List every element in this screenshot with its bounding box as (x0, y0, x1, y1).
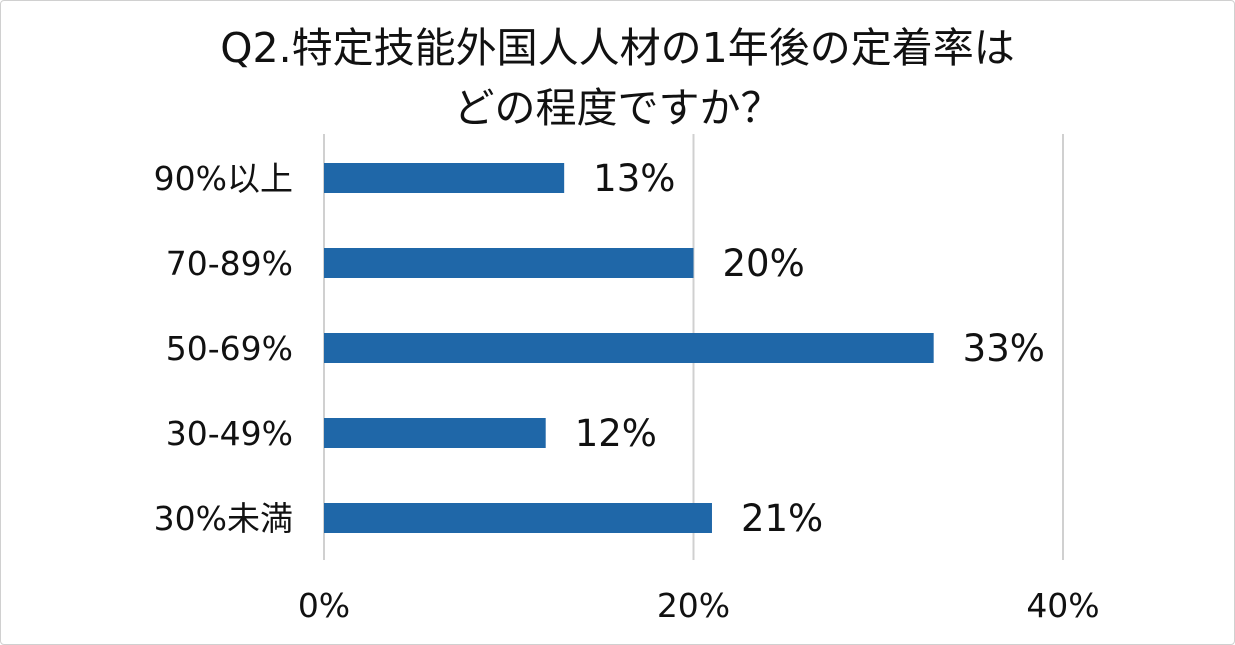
category-label: 30%未満 (154, 499, 293, 538)
data-label: 12% (575, 412, 657, 455)
x-tick-label: 40% (1026, 586, 1099, 625)
bar (324, 418, 546, 448)
bar (324, 333, 934, 363)
data-label: 13% (593, 157, 675, 200)
category-label: 50-69% (166, 329, 293, 368)
chart-title-line-2: どの程度ですか？ (453, 84, 782, 132)
chart-title-line-1: Q2.特定技能外国人人材の1年後の定着率は (220, 24, 1015, 72)
data-label: 20% (723, 242, 805, 285)
data-label: 33% (963, 327, 1045, 370)
category-label: 90%以上 (154, 159, 293, 198)
data-label: 21% (741, 497, 823, 540)
x-tick-label: 20% (657, 586, 730, 625)
bar (324, 248, 694, 278)
x-tick-label: 0% (298, 586, 350, 625)
category-label: 30-49% (166, 414, 293, 453)
bar (324, 163, 565, 193)
bar (324, 503, 712, 533)
category-label: 70-89% (166, 244, 293, 283)
